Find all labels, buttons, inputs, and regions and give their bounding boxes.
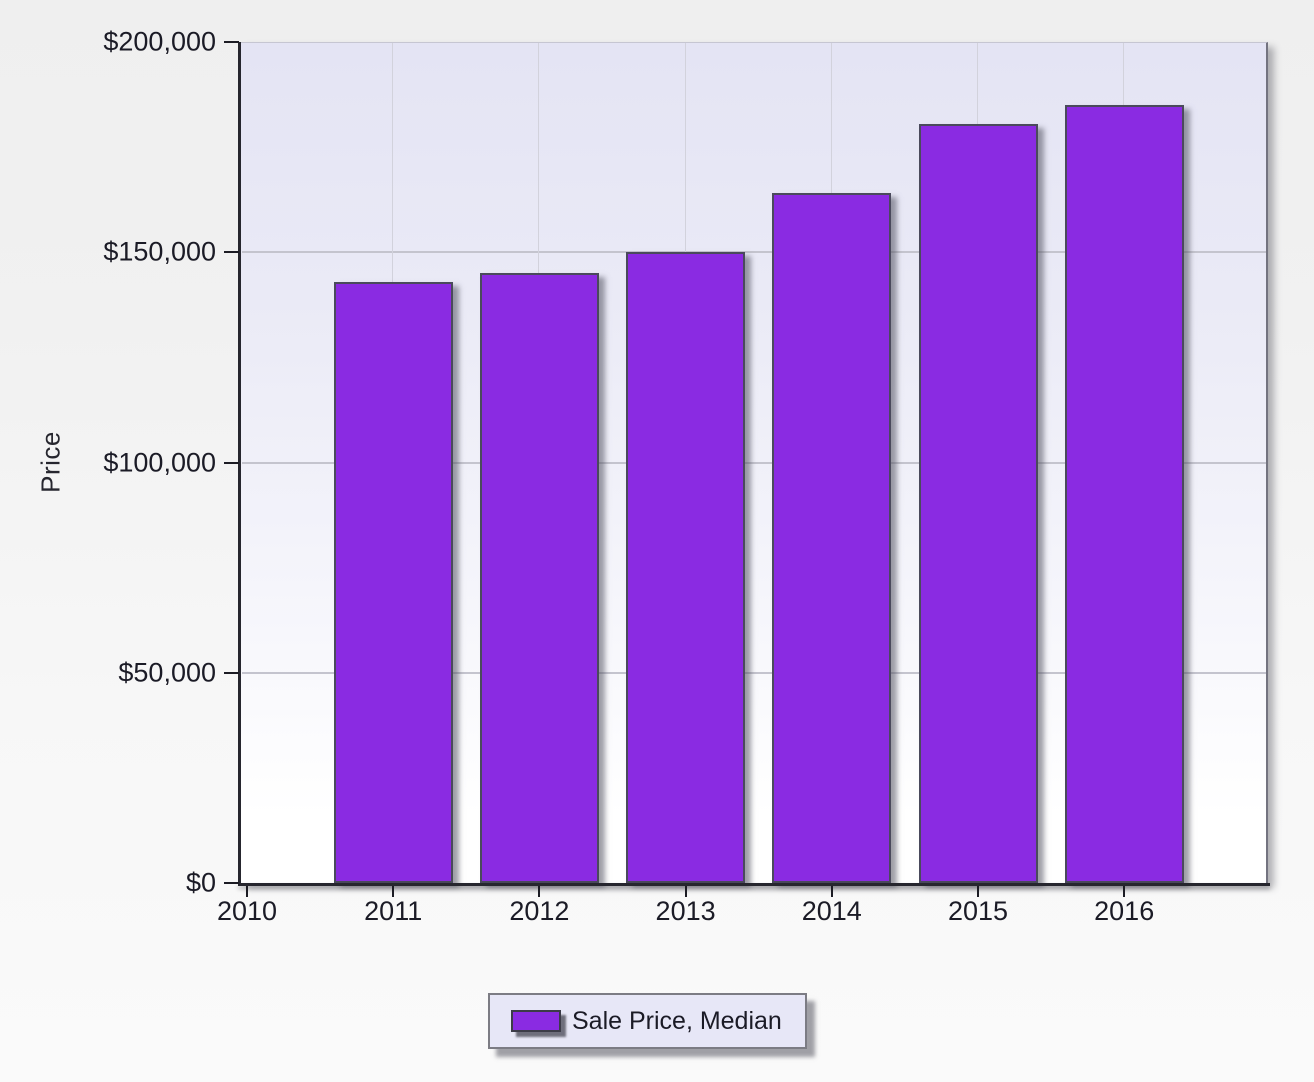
x-axis-tick xyxy=(684,886,687,897)
gridline-horizontal xyxy=(242,251,1266,254)
x-tick-label: 2014 xyxy=(801,896,862,926)
gridline-horizontal xyxy=(242,671,1266,674)
x-axis-tick xyxy=(246,886,248,897)
gridline-horizontal xyxy=(242,461,1266,464)
y-tick-label: $200,000 xyxy=(103,26,216,57)
x-tick-label: 2010 xyxy=(216,896,278,926)
y-axis-tick xyxy=(224,41,239,43)
y-tick-label: $50,000 xyxy=(118,657,216,688)
y-tick-label: $0 xyxy=(185,867,216,898)
legend-label: Sale Price, Median xyxy=(572,1006,782,1035)
legend-swatch-icon xyxy=(511,1010,561,1032)
bar-2012 xyxy=(480,273,599,883)
y-axis-tick xyxy=(224,461,239,464)
bar-2013 xyxy=(626,252,745,883)
bar-2014 xyxy=(772,193,891,883)
y-tick-label: $150,000 xyxy=(103,236,216,267)
x-tick-label: 2011 xyxy=(364,896,423,926)
y-axis-line xyxy=(238,42,241,886)
y-axis-tick xyxy=(224,251,239,254)
x-axis-line xyxy=(238,883,1270,886)
x-axis-tick xyxy=(1123,886,1126,897)
x-axis-tick xyxy=(538,886,541,897)
bar-2016 xyxy=(1065,105,1184,883)
bar-2011 xyxy=(334,282,453,883)
y-axis-tick xyxy=(224,671,239,674)
x-tick-label: 2013 xyxy=(655,896,716,926)
y-axis-tick xyxy=(224,882,239,884)
x-axis-tick xyxy=(977,886,979,897)
legend-box: Sale Price, Median xyxy=(488,993,807,1049)
bar-2015 xyxy=(919,124,1038,883)
x-tick-label: 2012 xyxy=(509,896,570,926)
x-tick-label: 2016 xyxy=(1094,896,1155,926)
y-tick-label: $100,000 xyxy=(103,447,216,477)
x-axis-tick xyxy=(830,886,833,897)
x-axis-tick xyxy=(392,886,395,897)
x-tick-label: 2015 xyxy=(947,896,1009,926)
